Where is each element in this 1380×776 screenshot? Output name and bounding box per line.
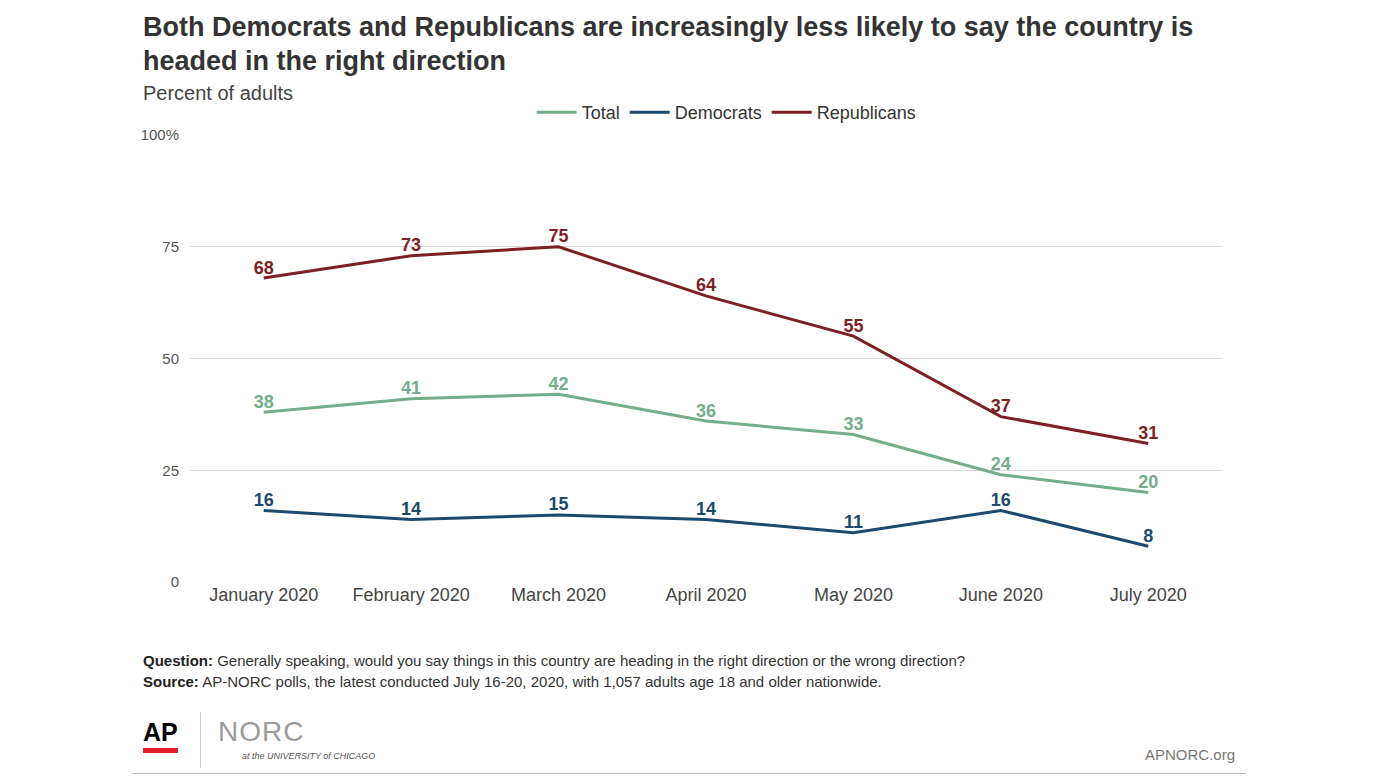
svg-text:64: 64 (696, 275, 716, 295)
svg-text:38: 38 (254, 392, 274, 412)
svg-text:14: 14 (696, 499, 716, 519)
html-text:APNORC.org: APNORC.org (1145, 746, 1235, 763)
svg-text:75: 75 (162, 238, 179, 255)
svg-text:0: 0 (171, 573, 179, 590)
svg-text:April 2020: April 2020 (665, 585, 746, 605)
svg-text:March 2020: March 2020 (511, 585, 606, 605)
svg-text:16: 16 (991, 490, 1011, 510)
svg-text:50: 50 (162, 350, 179, 367)
svg-text:July 2020: July 2020 (1110, 585, 1187, 605)
svg-text:24: 24 (991, 454, 1011, 474)
html-text:Both Democrats and Republicans: Both Democrats and Republicans are incre… (143, 12, 1194, 76)
svg-text:Republicans: Republicans (817, 103, 916, 123)
svg-text:68: 68 (254, 258, 274, 278)
svg-text:May 2020: May 2020 (814, 585, 893, 605)
svg-text:8: 8 (1143, 526, 1153, 546)
svg-text:June 2020: June 2020 (959, 585, 1043, 605)
svg-text:20: 20 (1138, 472, 1158, 492)
svg-text:16: 16 (254, 490, 274, 510)
html-text:AP: AP (143, 718, 178, 746)
html-text:at the UNIVERSITY of CHICAGO: at the UNIVERSITY of CHICAGO (242, 751, 376, 761)
svg-text:February 2020: February 2020 (353, 585, 470, 605)
svg-text:15: 15 (549, 494, 569, 514)
svg-text:Total: Total (582, 103, 620, 123)
svg-text:31: 31 (1138, 423, 1158, 443)
html-text:NORC: NORC (218, 716, 305, 747)
svg-text:Democrats: Democrats (675, 103, 762, 123)
svg-text:25: 25 (162, 462, 179, 479)
html-text:Source: AP-NORC polls, the lat: Source: AP-NORC polls, the latest conduc… (143, 673, 882, 690)
svg-text:37: 37 (991, 396, 1011, 416)
svg-text:14: 14 (401, 499, 421, 519)
svg-text:33: 33 (843, 414, 863, 434)
svg-text:11: 11 (844, 512, 863, 532)
html-text:Question: Generally speaking,: Question: Generally speaking, would you … (143, 652, 966, 669)
svg-text:75: 75 (549, 226, 569, 246)
svg-text:36: 36 (696, 401, 716, 421)
svg-text:73: 73 (401, 235, 421, 255)
html-text:Percent of adults: Percent of adults (143, 82, 294, 104)
svg-text:41: 41 (401, 378, 421, 398)
svg-text:55: 55 (843, 316, 863, 336)
svg-text:January 2020: January 2020 (209, 585, 318, 605)
svg-text:42: 42 (549, 374, 569, 394)
svg-text:100%: 100% (141, 126, 179, 143)
